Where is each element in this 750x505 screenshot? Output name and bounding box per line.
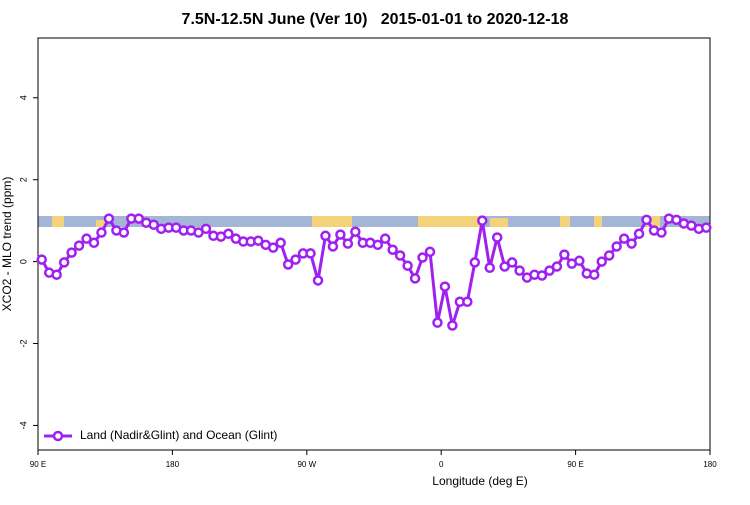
x-tick-label: 0 xyxy=(439,460,444,469)
data-point xyxy=(394,250,406,261)
data-point xyxy=(387,244,398,255)
data-point xyxy=(491,232,503,243)
data-point xyxy=(253,235,264,246)
data-point xyxy=(641,214,652,226)
data-point xyxy=(267,242,279,253)
data-point xyxy=(544,265,555,276)
data-point xyxy=(506,257,518,268)
chart-title: 7.5N-12.5N June (Ver 10) 2015-01-01 to 2… xyxy=(182,11,569,28)
data-point xyxy=(58,257,70,268)
data-point xyxy=(290,254,301,265)
data-point xyxy=(656,227,667,238)
data-point xyxy=(432,317,443,328)
x-axis-label: Longitude (deg E) xyxy=(432,474,527,488)
y-tick-label: 2 xyxy=(18,177,28,182)
data-point xyxy=(417,252,428,263)
land-patch xyxy=(312,216,352,227)
data-point xyxy=(282,259,294,270)
data-point xyxy=(409,273,421,284)
x-tick-label: 90 W xyxy=(297,460,316,469)
legend-marker xyxy=(52,430,64,442)
data-point xyxy=(603,250,615,261)
y-axis-label: XCO2 - MLO trend (ppm) xyxy=(0,177,14,312)
y-tick-label: -2 xyxy=(18,340,28,348)
data-point xyxy=(379,233,391,244)
data-point xyxy=(439,281,451,292)
data-point xyxy=(103,213,115,224)
data-point xyxy=(462,296,473,307)
data-point xyxy=(469,257,481,268)
data-point xyxy=(514,265,525,276)
data-point xyxy=(536,270,548,281)
data-point xyxy=(589,269,600,280)
land-patch xyxy=(490,218,508,227)
data-point xyxy=(118,227,130,238)
x-tick-label: 90 E xyxy=(567,460,583,469)
data-point xyxy=(148,219,159,231)
data-point xyxy=(559,249,570,260)
x-tick-label: 180 xyxy=(166,460,180,469)
land-patch xyxy=(418,216,480,227)
y-tick-label: 0 xyxy=(18,259,28,264)
data-point xyxy=(350,226,361,237)
data-point xyxy=(327,241,339,252)
data-point xyxy=(312,275,324,286)
data-point xyxy=(88,237,100,249)
data-point xyxy=(305,248,316,259)
ocean-band xyxy=(38,216,710,227)
data-point xyxy=(200,223,212,235)
data-point xyxy=(66,247,77,258)
legend-label: Land (Nadir&Glint) and Ocean (Glint) xyxy=(80,428,277,442)
data-point xyxy=(335,229,346,240)
series-line xyxy=(40,215,707,326)
map-strip xyxy=(38,216,710,227)
data-point xyxy=(477,215,488,226)
data-point xyxy=(499,261,510,272)
data-point xyxy=(275,237,286,249)
data-point xyxy=(320,230,331,242)
data-point xyxy=(618,233,630,244)
land-patch xyxy=(594,216,602,227)
data-point xyxy=(223,228,234,240)
land-patch xyxy=(560,216,570,227)
y-tick-label: 4 xyxy=(18,95,28,100)
y-tick-label: -4 xyxy=(18,421,28,429)
data-point xyxy=(551,261,563,272)
data-point xyxy=(342,238,354,249)
plot-frame xyxy=(37,37,711,451)
x-tick-label: 90 E xyxy=(30,460,46,469)
data-point xyxy=(596,256,607,267)
land-patch xyxy=(96,220,106,227)
data-point xyxy=(447,320,458,331)
data-point xyxy=(574,255,585,267)
x-tick-label: 180 xyxy=(703,460,717,469)
data-point xyxy=(626,238,637,249)
data-point xyxy=(484,262,495,274)
data-point xyxy=(372,239,383,251)
data-point xyxy=(133,213,145,224)
data-point xyxy=(73,240,85,251)
data-point xyxy=(96,227,107,238)
data-point xyxy=(424,246,436,258)
land-patch xyxy=(52,216,64,227)
data-point xyxy=(633,228,645,240)
data-point xyxy=(402,260,413,271)
data-point xyxy=(611,241,622,252)
land-patch xyxy=(646,216,660,227)
data-point xyxy=(51,269,62,280)
data-point xyxy=(81,233,92,244)
data-point xyxy=(36,254,47,265)
data-point xyxy=(701,222,712,233)
